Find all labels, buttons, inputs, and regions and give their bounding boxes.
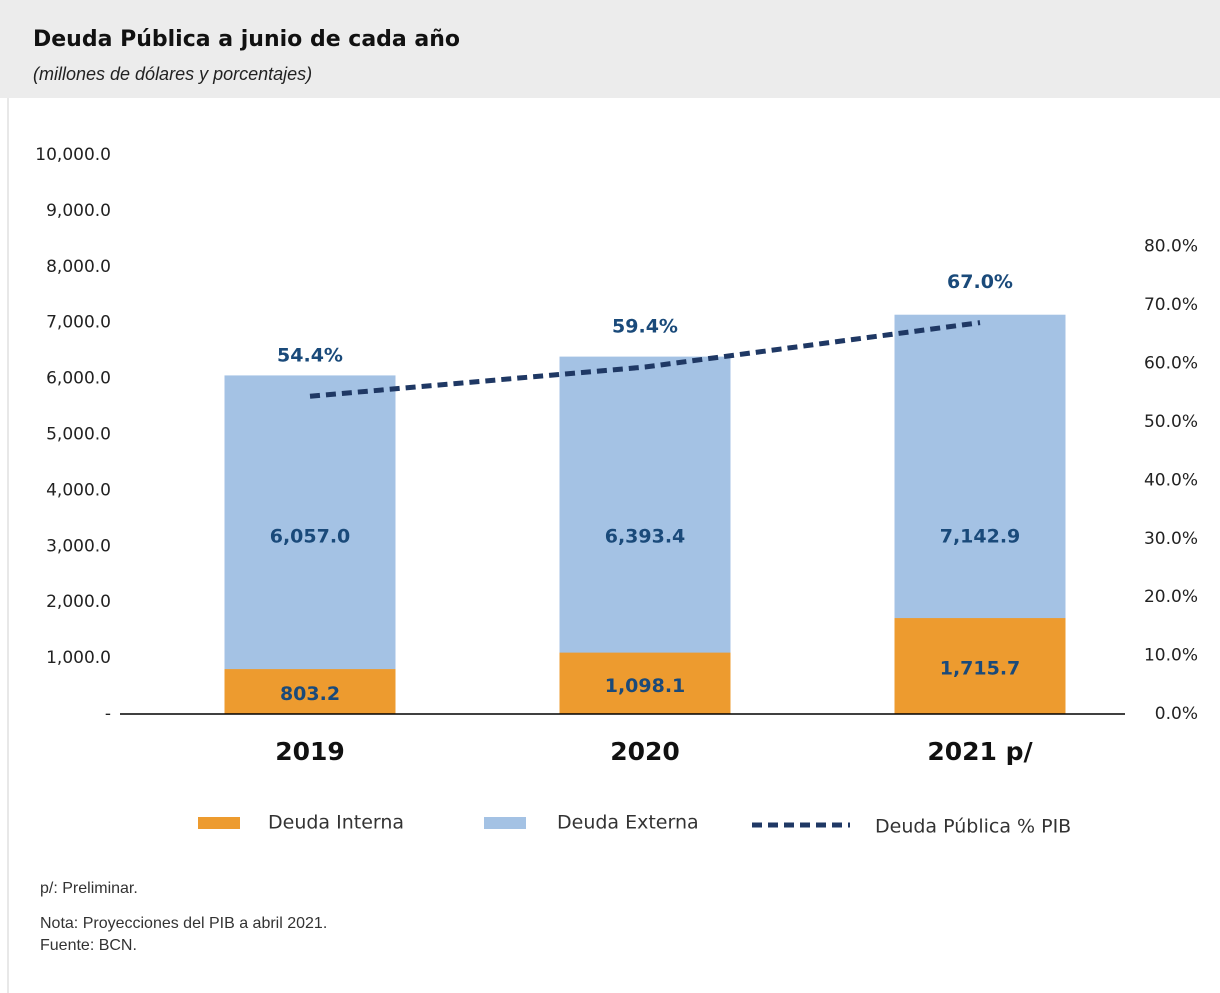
data-label: 1,715.7 xyxy=(940,658,1021,680)
y2-tick-label: 10.0% xyxy=(1144,646,1198,666)
y-tick-label: 3,000.0 xyxy=(46,536,111,556)
bar xyxy=(224,669,396,714)
y-tick-label: 1,000.0 xyxy=(46,648,111,668)
data-label: 54.4% xyxy=(277,345,343,367)
footnote: Nota: Proyecciones del PIB a abril 2021. xyxy=(40,915,327,932)
y-tick-label: 6,000.0 xyxy=(46,369,111,389)
bar xyxy=(894,618,1066,714)
data-label: 6,393.4 xyxy=(605,526,686,548)
y-tick-label: 7,000.0 xyxy=(46,313,111,333)
line xyxy=(309,320,981,399)
data-label: 803.2 xyxy=(280,683,340,705)
data-label: 6,057.0 xyxy=(270,526,351,548)
y2-tick-label: 0.0% xyxy=(1155,704,1198,724)
chart-subtitle: (millones de dólares y porcentajes) xyxy=(33,64,312,84)
y-tick-label: - xyxy=(105,704,111,724)
y-tick-label: 8,000.0 xyxy=(46,257,111,277)
data-label: 7,142.9 xyxy=(940,526,1021,548)
footnote: p/: Preliminar. xyxy=(40,880,138,897)
bar xyxy=(224,375,396,714)
footnote: Fuente: BCN. xyxy=(40,937,137,954)
y2-tick-label: 80.0% xyxy=(1144,237,1198,257)
data-label: 59.4% xyxy=(612,316,678,338)
y2-tick-label: 60.0% xyxy=(1144,354,1198,374)
y2-tick-label: 40.0% xyxy=(1144,470,1198,490)
y-tick-label: 2,000.0 xyxy=(46,592,111,612)
x-tick-label: 2019 xyxy=(275,737,345,766)
y2-tick-label: 30.0% xyxy=(1144,529,1198,549)
legend-swatch xyxy=(198,817,240,829)
y2-tick-label: 50.0% xyxy=(1144,412,1198,432)
y-tick-label: 10,000.0 xyxy=(35,145,111,165)
y2-tick-label: 70.0% xyxy=(1144,295,1198,315)
x-tick-label: 2021 p/ xyxy=(927,737,1033,766)
chart-title: Deuda Pública a junio de cada año xyxy=(33,27,460,52)
legend-label: Deuda Externa xyxy=(557,812,699,834)
y2-tick-label: 20.0% xyxy=(1144,587,1198,607)
y-tick-label: 9,000.0 xyxy=(46,201,111,221)
bar xyxy=(559,652,731,714)
x-tick-label: 2020 xyxy=(610,737,680,766)
data-label: 1,098.1 xyxy=(605,675,686,697)
header-band xyxy=(0,0,1220,98)
y-tick-label: 4,000.0 xyxy=(46,480,111,500)
y-tick-label: 5,000.0 xyxy=(46,425,111,445)
legend-label: Deuda Interna xyxy=(268,812,404,834)
legend-swatch xyxy=(484,817,526,829)
legend-label: Deuda Pública % PIB xyxy=(875,816,1071,838)
data-label: 67.0% xyxy=(947,271,1013,293)
